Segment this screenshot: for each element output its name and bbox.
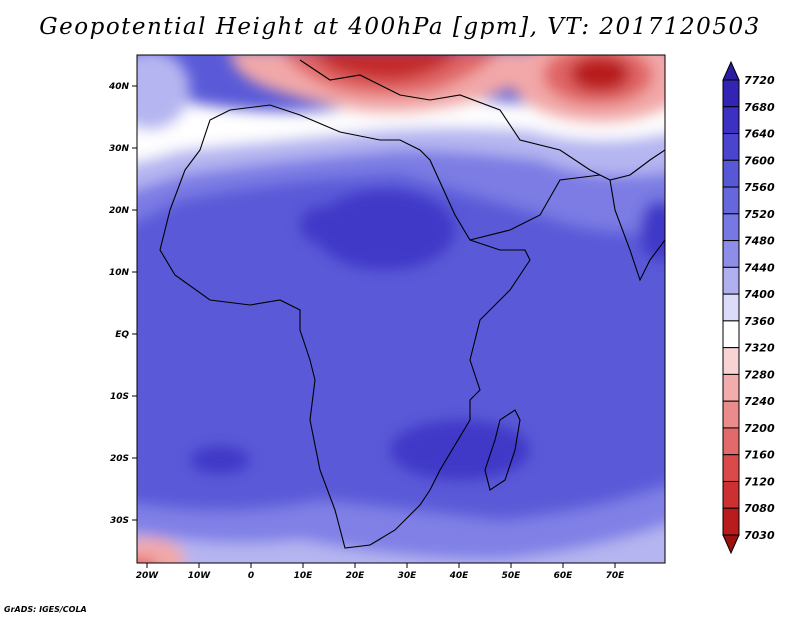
colorbar-swatch (722, 320, 740, 349)
colorbar-swatch (722, 159, 740, 188)
lat-tick-label: 20S (110, 454, 129, 464)
colorbar-swatch (722, 427, 740, 456)
lon-axis: 20W 10W 0 10E 20E 30E 40E 50E 60E 70E (136, 563, 625, 581)
colorbar-swatch (722, 454, 740, 482)
colorbar-label: 7160 (744, 449, 775, 462)
colorbar-label: 7520 (744, 208, 775, 221)
colorbar-label: 7400 (744, 288, 775, 301)
grads-credit: GrADS: IGES/COLA (4, 605, 87, 614)
colorbar-top-arrow (722, 60, 740, 81)
colorbar-label: 7720 (744, 74, 775, 87)
lon-tick-label: 0 (248, 571, 254, 581)
colorbar-label: 7030 (744, 529, 775, 542)
colorbar-label: 7600 (744, 154, 775, 167)
colorbar-swatch (722, 347, 740, 375)
lon-tick-label: 10W (188, 571, 212, 581)
colorbar-label: 7480 (744, 235, 775, 248)
lon-tick-label: 50E (502, 571, 522, 581)
lat-tick-label: 10N (109, 268, 130, 278)
colorbar-swatch (722, 266, 740, 295)
colorbar-label: 7360 (744, 315, 775, 328)
lon-tick-label: 20E (346, 571, 366, 581)
lon-tick-label: 20W (136, 571, 160, 581)
colorbar-swatch (722, 133, 740, 161)
colorbar-swatch (722, 373, 740, 402)
coastlines (159, 59, 665, 549)
colorbar-label: 7680 (744, 101, 775, 114)
colorbar-swatch (722, 507, 740, 536)
colorbar-label: 7080 (744, 502, 775, 515)
lat-tick-label: 10S (110, 392, 129, 402)
colorbar-swatch (722, 293, 740, 322)
lat-tick-label: 20N (109, 206, 130, 216)
map-title: Geopotential Height at 400hPa [gpm], VT:… (39, 14, 761, 40)
colorbar-label: 7320 (744, 342, 775, 355)
lon-tick-label: 60E (554, 571, 574, 581)
lat-tick-label: EQ (115, 330, 129, 340)
colorbar-label: 7200 (744, 422, 775, 435)
colorbar-swatch (722, 400, 740, 429)
colorbar-swatch (722, 79, 740, 108)
colorbar-swatch (722, 186, 740, 215)
lat-tick-label: 30S (110, 516, 129, 526)
colorbar: 7720 7680 7640 7600 7560 7520 7480 7440 7400 7360… (722, 60, 775, 555)
colorbar-swatch (722, 106, 740, 135)
lon-tick-label: 70E (606, 571, 626, 581)
colorbar-label: 7240 (744, 395, 775, 408)
height-field (137, 55, 665, 563)
colorbar-label: 7640 (744, 128, 775, 141)
lat-tick-label: 30N (109, 144, 130, 154)
lon-tick-label: 30E (398, 571, 418, 581)
colorbar-swatch (722, 240, 740, 268)
lon-tick-label: 10E (294, 571, 314, 581)
lat-tick-label: 40N (108, 82, 130, 92)
colorbar-label: 7560 (744, 181, 775, 194)
colorbar-label: 7120 (744, 475, 775, 488)
plot-frame (136, 54, 666, 564)
lon-tick-label: 40E (449, 571, 470, 581)
colorbar-label: 7440 (744, 261, 775, 274)
colorbar-bottom-arrow (722, 534, 740, 555)
colorbar-swatch (722, 480, 740, 509)
colorbar-label: 7280 (744, 368, 775, 381)
colorbar-swatch (722, 213, 740, 242)
lat-axis: 40N 30N 20N 10N EQ 10S 20S 30S (108, 82, 137, 526)
